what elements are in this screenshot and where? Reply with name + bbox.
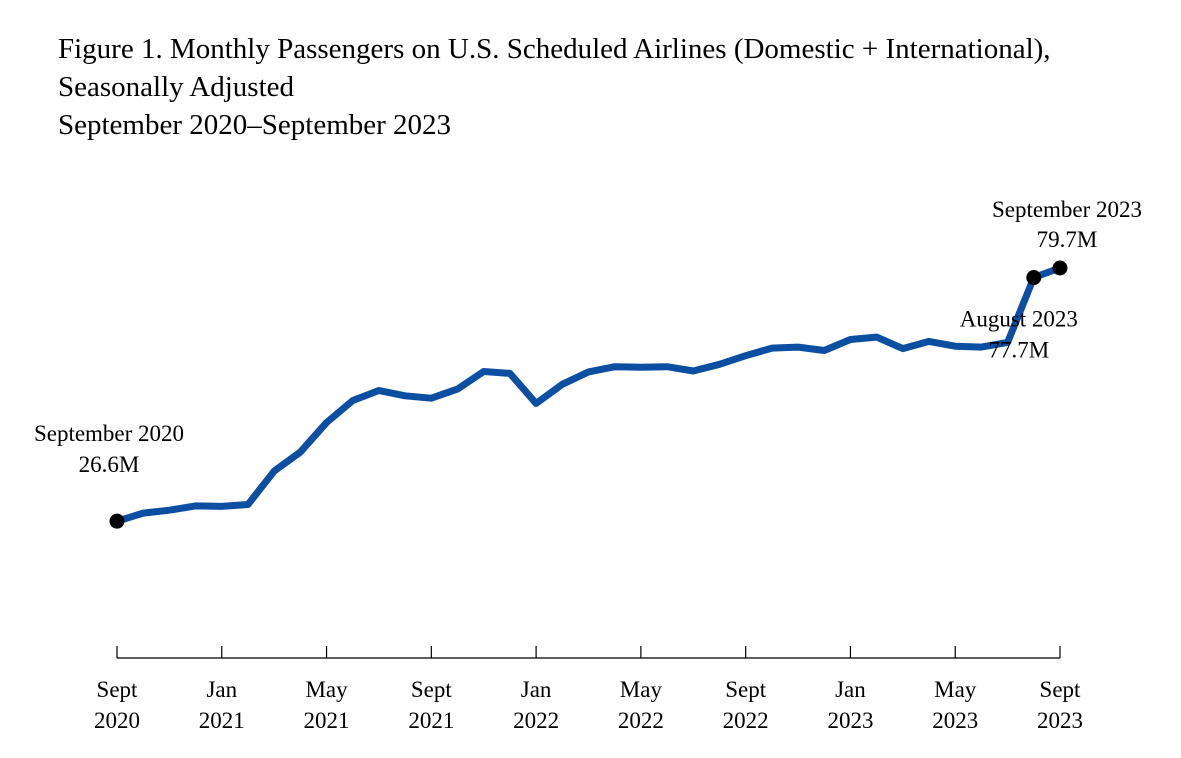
series-group <box>113 264 1064 525</box>
x-tick-label: May <box>305 677 348 702</box>
data-label-aug: August 2023 <box>960 307 1078 332</box>
x-tick-label: 2020 <box>94 708 140 733</box>
x-tick-label: 2022 <box>513 708 559 733</box>
data-point-marker <box>1052 260 1068 276</box>
x-tick-label: 2022 <box>723 708 769 733</box>
x-tick-label: 2021 <box>408 708 454 733</box>
x-tick-label: Sept <box>97 677 139 702</box>
x-tick-label: May <box>934 677 977 702</box>
x-tick-label: Sept <box>1040 677 1082 702</box>
chart-title: Figure 1. Monthly Passengers on U.S. Sch… <box>58 30 1168 144</box>
marker-group <box>109 260 1068 529</box>
data-label-aug: 77.7M <box>988 338 1049 363</box>
x-tick-label: 2022 <box>618 708 664 733</box>
data-point-marker <box>1026 270 1042 286</box>
data-point-marker <box>109 513 125 529</box>
x-tick-label: Jan <box>521 677 552 702</box>
x-tick-label: 2021 <box>199 708 245 733</box>
data-label-end: September 2023 <box>992 197 1142 222</box>
series-line-passengers <box>113 264 1064 525</box>
data-label-start: September 2020 <box>34 421 184 446</box>
data-label-end: 79.7M <box>1037 227 1098 252</box>
x-tick-label: Jan <box>206 677 237 702</box>
x-tick-label: 2023 <box>932 708 978 733</box>
annotation-group: September 2020 26.6M August 2023 77.7M Septe… <box>34 197 1142 477</box>
x-tick-label: May <box>620 677 663 702</box>
x-tick-label: 2023 <box>827 708 873 733</box>
data-label-start: 26.6M <box>79 452 140 477</box>
x-tick-label: 2021 <box>304 708 350 733</box>
chart-title-line-3: September 2020–September 2023 <box>58 109 452 141</box>
chart-title-line-2: Seasonally Adjusted <box>58 71 295 103</box>
x-axis: Sept 2020 Jan 2021 May 2021 Sept 2021 Jan 2022 May… <box>94 646 1083 733</box>
chart-title-line-1: Figure 1. Monthly Passengers on U.S. Sch… <box>58 33 1051 65</box>
x-tick-label: Sept <box>725 677 767 702</box>
x-tick-label: Jan <box>835 677 866 702</box>
x-tick-label: 2023 <box>1037 708 1083 733</box>
x-tick-label: Sept <box>411 677 453 702</box>
